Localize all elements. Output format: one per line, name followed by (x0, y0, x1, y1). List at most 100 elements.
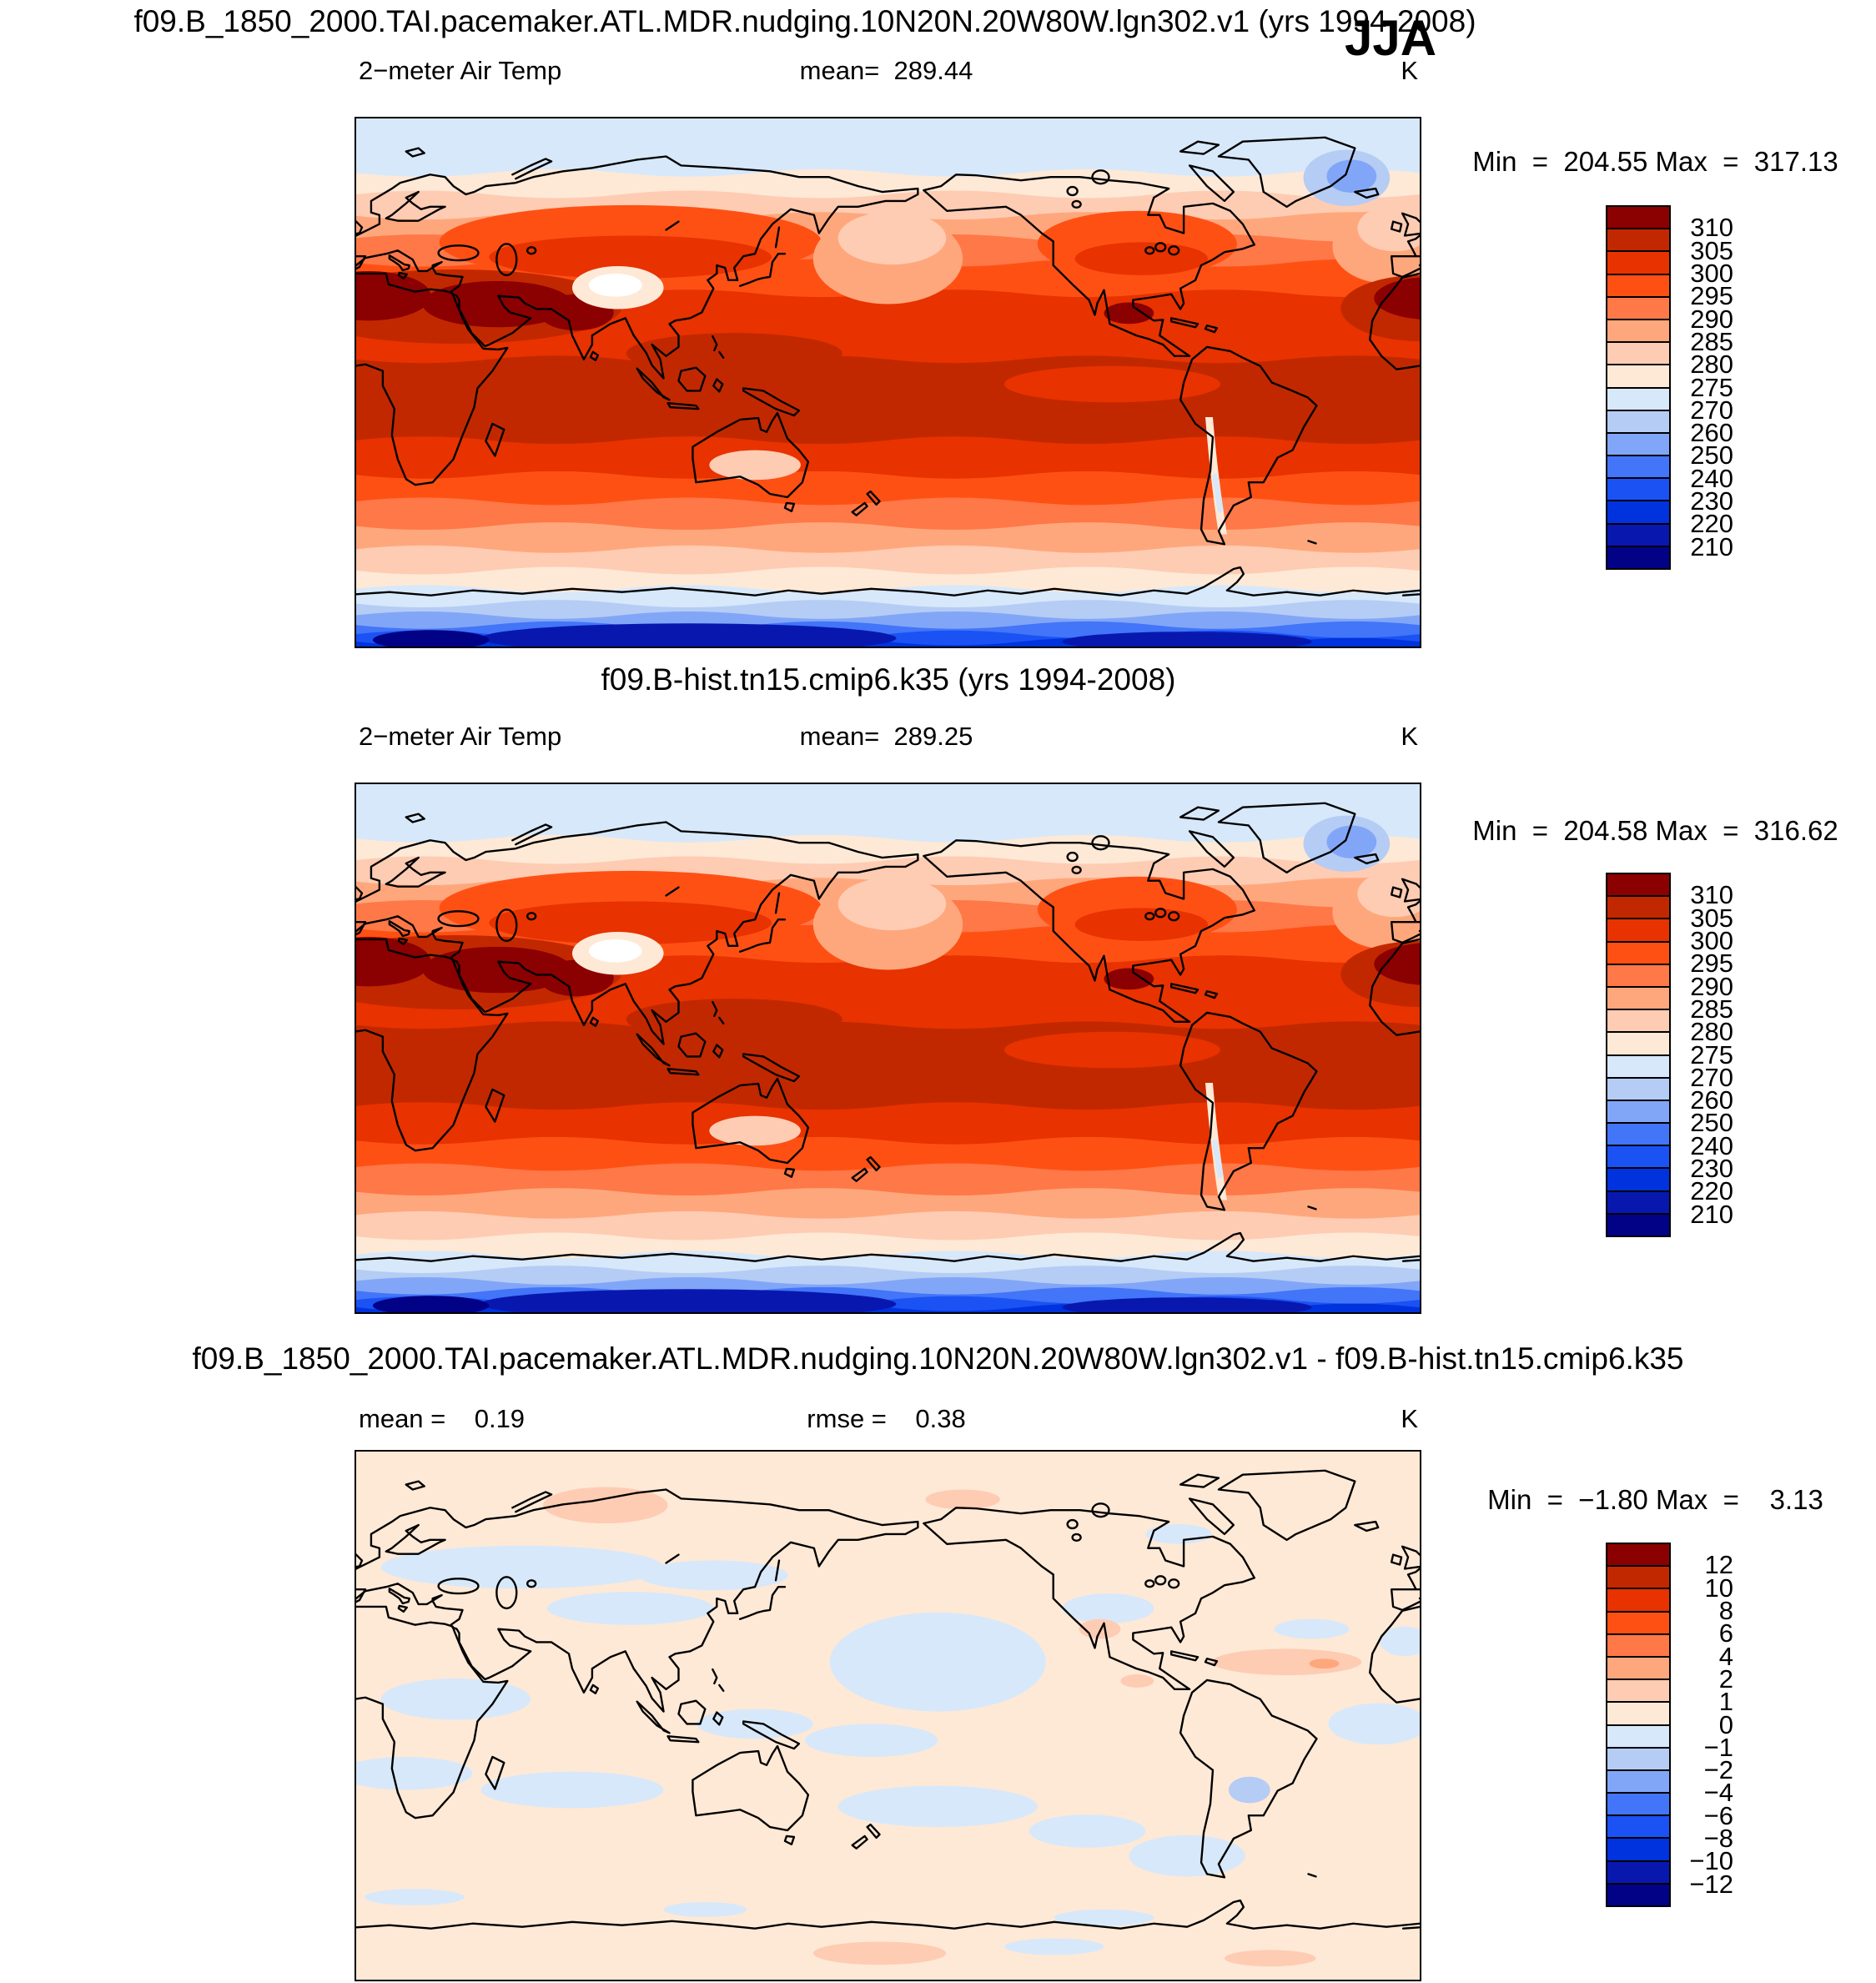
colorbar-cell (1607, 1794, 1669, 1817)
colorbar-cell (1607, 1010, 1669, 1034)
colorbar-cell (1607, 1078, 1669, 1101)
colorbar-cell (1607, 1567, 1669, 1590)
colorbar-cell (1607, 252, 1669, 275)
colorbar-tick-label: −4 (1703, 1778, 1733, 1808)
panel3-mean-stat: mean = 0.19 (359, 1404, 526, 1433)
colorbar-cell (1607, 297, 1669, 320)
panel3-minmax: Min = −1.80 Max = 3.13 (1487, 1484, 1823, 1515)
colorbar-tick-label: 310 (1690, 213, 1733, 243)
colorbar-tick-label: 305 (1690, 235, 1733, 265)
colorbar-tick-label: 260 (1690, 1085, 1733, 1115)
colorbar-cell (1607, 1861, 1669, 1885)
colorbar-tick-label: 6 (1718, 1618, 1733, 1648)
panel2-title: f09.B-hist.tn15.cmip6.k35 (yrs 1994-2008… (601, 662, 1176, 697)
colorbar-cell (1607, 1100, 1669, 1125)
colorbar-tick-label: 230 (1690, 1154, 1733, 1184)
difference-field (356, 1452, 1420, 1980)
panel3-units-label: K (1401, 1404, 1418, 1433)
colorbar-tick-label: 275 (1690, 372, 1733, 402)
colorbar-tick-label: 280 (1690, 1017, 1733, 1047)
colorbar-cell (1607, 1124, 1669, 1147)
colorbar-cell (1607, 1748, 1669, 1771)
colorbar-tick-label: 220 (1690, 509, 1733, 539)
colorbar-cell (1607, 320, 1669, 344)
panel2-colorbar (1606, 873, 1671, 1237)
colorbar-cell (1607, 964, 1669, 988)
colorbar-cell (1607, 365, 1669, 389)
colorbar-tick-label: −1 (1703, 1732, 1733, 1762)
colorbar-tick-label: −12 (1689, 1869, 1733, 1899)
colorbar-tick-label: 240 (1690, 1130, 1733, 1160)
colorbar-tick-label: 290 (1690, 971, 1733, 1001)
colorbar-cell (1607, 274, 1669, 298)
colorbar-cell (1607, 1725, 1669, 1749)
colorbar-cell (1607, 524, 1669, 547)
colorbar-cell (1607, 1589, 1669, 1613)
panel3-colorbar (1606, 1543, 1671, 1907)
temperature-field (356, 784, 1420, 1312)
colorbar-tick-label: 260 (1690, 418, 1733, 448)
colorbar-tick-label: 1 (1718, 1687, 1733, 1717)
temperature-difference-map (355, 1450, 1421, 1981)
colorbar-cell (1607, 1612, 1669, 1635)
temperature-map-model-b (355, 783, 1421, 1314)
panel1-colorbar-labels: 310 305 300 295 290 285 280 275 270 260 250 240 230 2… (1671, 205, 1733, 570)
colorbar-cell (1607, 501, 1669, 525)
colorbar-cell (1607, 546, 1669, 568)
colorbar-cell (1607, 433, 1669, 457)
colorbar-tick-label: 290 (1690, 304, 1733, 334)
colorbar-tick-label: 210 (1690, 531, 1733, 561)
colorbar-tick-label: 240 (1690, 463, 1733, 493)
colorbar-tick-label: −8 (1703, 1824, 1733, 1854)
colorbar-cell (1607, 456, 1669, 480)
colorbar-cell (1607, 1634, 1669, 1658)
colorbar-tick-label: 250 (1690, 440, 1733, 471)
panel2-minmax: Min = 204.58 Max = 316.62 (1472, 815, 1838, 846)
colorbar-cell (1607, 874, 1669, 898)
panel1-units-label: K (1401, 56, 1418, 85)
colorbar-cell (1607, 388, 1669, 411)
colorbar-cell (1607, 1055, 1669, 1079)
colorbar-tick-label: 280 (1690, 350, 1733, 380)
colorbar-cell (1607, 343, 1669, 366)
colorbar-tick-label: 250 (1690, 1108, 1733, 1138)
colorbar-tick-label: 300 (1690, 925, 1733, 955)
colorbar-tick-label: −10 (1689, 1846, 1733, 1876)
colorbar-cell (1607, 1214, 1669, 1236)
temperature-field (356, 118, 1420, 647)
panel1-mean-stat: mean= 289.44 (799, 56, 973, 85)
panel1-colorbar (1606, 205, 1671, 570)
colorbar-cell (1607, 1839, 1669, 1862)
colorbar-tick-label: 285 (1690, 326, 1733, 356)
colorbar-tick-label: 0 (1718, 1709, 1733, 1739)
colorbar-cell (1607, 1703, 1669, 1726)
colorbar-tick-label: 220 (1690, 1176, 1733, 1206)
panel1-minmax: Min = 204.55 Max = 317.13 (1472, 146, 1838, 177)
colorbar-tick-label: 10 (1704, 1573, 1733, 1603)
colorbar-cell (1607, 1680, 1669, 1704)
panel2-colorbar-labels: 310 305 300 295 290 285 280 275 270 260 250 240 230 2… (1671, 873, 1733, 1237)
panel1-field-label: 2−meter Air Temp (359, 56, 562, 85)
colorbar-cell (1607, 1169, 1669, 1192)
colorbar-cell (1607, 1033, 1669, 1056)
colorbar-cell (1607, 919, 1669, 943)
colorbar-tick-label: 8 (1718, 1595, 1733, 1625)
colorbar-cell (1607, 1544, 1669, 1568)
colorbar-tick-label: 270 (1690, 395, 1733, 425)
colorbar-cell (1607, 897, 1669, 920)
panel3-colorbar-labels: 12 10 8 6 4 2 1 0 −1 −2 −4 −6 −8 −10 −12 (1671, 1543, 1733, 1907)
panel3-title: f09.B_1850_2000.TAI.pacemaker.ATL.MDR.nu… (192, 1341, 1684, 1376)
colorbar-cell (1607, 1146, 1669, 1170)
colorbar-tick-label: 4 (1718, 1641, 1733, 1671)
season-label: JJA (1345, 10, 1437, 66)
colorbar-tick-label: 300 (1690, 258, 1733, 288)
colorbar-tick-label: 275 (1690, 1039, 1733, 1070)
colorbar-tick-label: 285 (1690, 994, 1733, 1024)
temperature-map-model-a (355, 117, 1421, 648)
colorbar-cell (1607, 1191, 1669, 1215)
colorbar-tick-label: −6 (1703, 1800, 1733, 1830)
panel2-mean-stat: mean= 289.25 (799, 722, 973, 751)
colorbar-cell (1607, 1816, 1669, 1840)
colorbar-tick-label: 2 (1718, 1663, 1733, 1694)
